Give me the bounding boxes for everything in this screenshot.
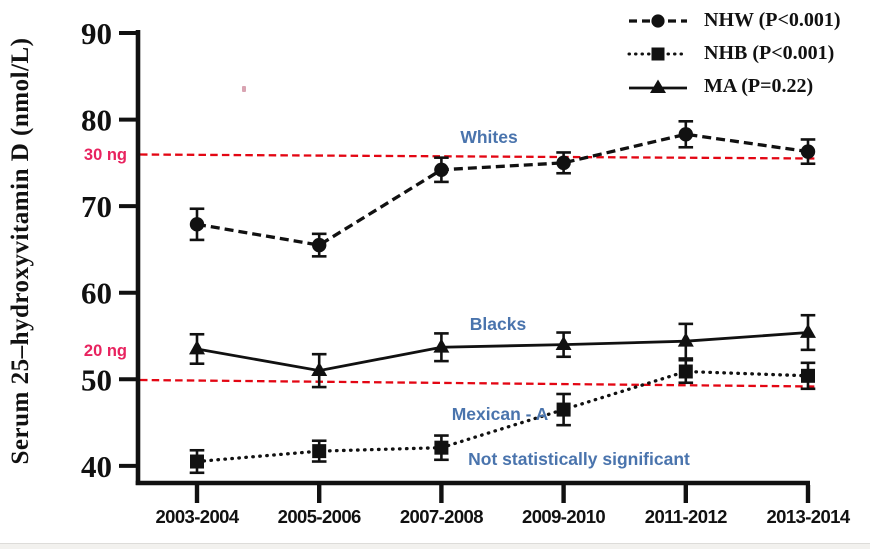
x-tick-label: 2011-2012	[645, 506, 727, 527]
x-tick-label: 2009-2010	[522, 506, 605, 527]
marker-ma-2007-2008	[433, 338, 450, 353]
legend-item-nhw: NHW (P<0.001)	[627, 8, 841, 33]
x-tick-label: 2003-2004	[155, 506, 239, 527]
marker-nhb-2011-2012	[678, 364, 693, 379]
y-tick-label: 50	[81, 362, 112, 397]
marker-nhb-2013-2014	[801, 368, 815, 383]
y-tick-label: 40	[81, 449, 112, 484]
marker-nhw-2003-2004	[189, 217, 205, 232]
marker-ma-2009-2010	[555, 335, 572, 351]
x-tick-label: 2005-2006	[278, 506, 361, 527]
legend-item-ma: MA (P=0.22)	[627, 74, 841, 99]
series-line-ma	[196, 331, 809, 373]
y-tick-label: 70	[81, 189, 112, 224]
y-axis-title: Serum 25–hydroxyvitamin D (nmol/L)	[7, 37, 34, 465]
marker-nhb-2003-2004	[190, 454, 204, 469]
solid-line-triangle-marker-icon	[629, 79, 687, 93]
marker-nhb-2009-2010	[556, 402, 571, 417]
marker-nhw-2007-2008	[434, 162, 449, 177]
marker-nhw-2005-2006	[312, 237, 327, 253]
legend-label-nhb: NHB (P<0.001)	[704, 42, 835, 64]
marker-ma-2003-2004	[189, 340, 205, 355]
red-speck-artifact	[242, 86, 246, 92]
ref-line-label-30ng: 30 ng	[83, 146, 127, 164]
annotation-blacks: Blacks	[469, 314, 527, 334]
annotation-not-significant: Not statistically significant	[468, 449, 690, 469]
series-line-nhw	[196, 132, 809, 247]
marker-nhw-2013-2014	[800, 144, 816, 159]
marker-nhw-2011-2012	[678, 127, 693, 142]
marker-ma-2005-2006	[311, 361, 328, 377]
x-tick-label: 2007-2008	[400, 506, 483, 527]
marker-ma-2011-2012	[677, 332, 694, 347]
bottom-page-strip	[0, 543, 870, 549]
reference-line-30ng	[139, 153, 817, 160]
y-tick-label: 90	[81, 16, 112, 51]
legend-label-ma: MA (P=0.22)	[704, 75, 814, 97]
legend-label-nhw: NHW (P<0.001)	[704, 9, 841, 31]
series-line-nhb	[195, 369, 810, 464]
chart-legend: NHW (P<0.001) NHB (P<0.001) MA (P=0.22)	[627, 8, 841, 99]
marker-nhw-2009-2010	[556, 155, 571, 171]
marker-nhb-2007-2008	[434, 440, 449, 455]
marker-nhb-2005-2006	[312, 444, 327, 459]
ref-line-label-20ng: 20 ng	[83, 342, 127, 360]
dashed-line-circle-marker-icon	[629, 13, 687, 28]
x-tick-label: 2013-2014	[766, 506, 850, 527]
legend-item-nhb: NHB (P<0.001)	[627, 41, 841, 66]
annotation-mexican-a: Mexican - A	[451, 404, 549, 424]
y-tick-label: 80	[81, 103, 112, 138]
marker-ma-2013-2014	[800, 323, 816, 338]
reference-line-20ng	[139, 378, 817, 388]
y-tick-label: 60	[81, 276, 112, 311]
annotation-whites: Whites	[460, 127, 518, 147]
dotted-line-square-marker-icon	[627, 47, 689, 60]
